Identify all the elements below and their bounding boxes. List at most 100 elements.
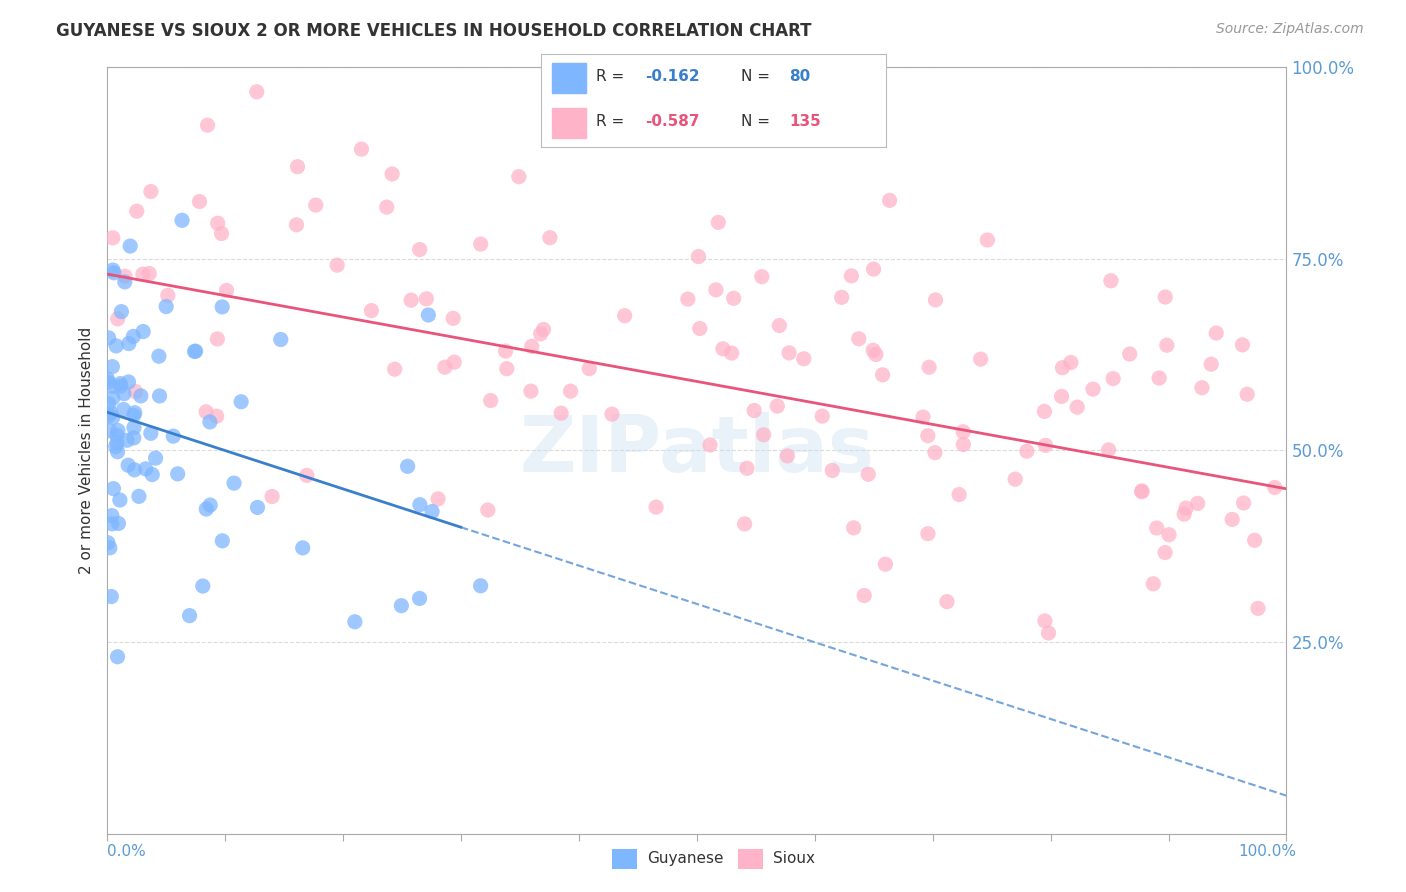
Point <box>1015 444 1038 458</box>
Point <box>124 463 146 477</box>
Point <box>917 526 939 541</box>
Point <box>101 263 124 277</box>
Point <box>853 589 876 603</box>
Point <box>97 535 120 549</box>
Point <box>205 409 228 424</box>
Point <box>170 213 193 227</box>
Point <box>711 342 734 356</box>
Point <box>578 361 600 376</box>
Point <box>122 329 145 343</box>
Point <box>1004 472 1026 486</box>
Bar <box>551 108 586 138</box>
Point <box>198 498 221 512</box>
Point <box>560 384 582 399</box>
Point <box>375 200 398 214</box>
Point <box>1154 545 1177 559</box>
Point <box>114 269 136 284</box>
Point <box>135 462 157 476</box>
Point <box>1146 521 1168 535</box>
Point <box>751 269 773 284</box>
Point <box>1130 483 1153 498</box>
Point <box>350 142 373 156</box>
Point <box>875 558 897 572</box>
Point <box>479 393 502 408</box>
Text: N =: N = <box>741 114 775 129</box>
Point <box>97 409 120 423</box>
Point <box>699 438 721 452</box>
Text: N =: N = <box>741 70 775 85</box>
Point <box>112 386 135 401</box>
Text: R =: R = <box>596 70 630 85</box>
Point <box>100 406 122 420</box>
Point <box>918 360 941 375</box>
Point <box>811 409 834 423</box>
Point <box>389 599 412 613</box>
Point <box>166 467 188 481</box>
Text: GUYANESE VS SIOUX 2 OR MORE VEHICLES IN HOUSEHOLD CORRELATION CHART: GUYANESE VS SIOUX 2 OR MORE VEHICLES IN … <box>56 22 811 40</box>
Point <box>105 436 128 450</box>
Point <box>1060 355 1083 369</box>
Point <box>120 239 142 253</box>
Point <box>179 608 201 623</box>
Point <box>688 250 710 264</box>
Point <box>207 216 229 230</box>
Point <box>195 405 218 419</box>
Point <box>107 424 129 438</box>
Point <box>399 293 422 308</box>
Point <box>148 349 170 363</box>
Point <box>101 391 124 405</box>
Point <box>198 415 221 429</box>
Point <box>326 258 349 272</box>
Point <box>952 425 974 439</box>
Point <box>776 449 799 463</box>
Point <box>443 355 465 369</box>
Point <box>107 311 129 326</box>
Point <box>735 461 758 475</box>
Point <box>1220 512 1243 526</box>
Text: Source: ZipAtlas.com: Source: ZipAtlas.com <box>1216 22 1364 37</box>
Point <box>613 309 636 323</box>
Point <box>156 288 179 302</box>
Point <box>101 231 124 245</box>
Point <box>128 489 150 503</box>
Point <box>98 541 121 555</box>
Point <box>122 409 145 423</box>
Text: 80: 80 <box>789 70 811 85</box>
Point <box>107 444 129 458</box>
Point <box>1118 347 1140 361</box>
Point <box>115 434 138 448</box>
Point <box>865 347 887 361</box>
Point <box>766 399 789 413</box>
Point <box>707 215 730 229</box>
Point <box>246 500 269 515</box>
Point <box>1236 387 1258 401</box>
Point <box>211 300 233 314</box>
Point <box>105 428 128 442</box>
Point <box>100 590 122 604</box>
Point <box>101 359 124 374</box>
Point <box>1154 290 1177 304</box>
Point <box>1142 576 1164 591</box>
Point <box>101 410 124 425</box>
Point <box>1205 326 1227 340</box>
Point <box>195 502 218 516</box>
Point <box>645 500 668 515</box>
Point <box>105 339 128 353</box>
Point <box>1081 382 1104 396</box>
Point <box>117 375 139 389</box>
Point <box>862 262 884 277</box>
Point <box>101 508 124 523</box>
Point <box>104 440 127 454</box>
Point <box>211 533 233 548</box>
Point <box>262 490 284 504</box>
Point <box>222 476 245 491</box>
Text: ZIPatlas: ZIPatlas <box>519 412 875 489</box>
Point <box>793 351 815 366</box>
Point <box>98 424 121 438</box>
Point <box>97 397 120 411</box>
Point <box>229 394 252 409</box>
Point <box>676 292 699 306</box>
Point <box>976 233 998 247</box>
Point <box>1066 400 1088 414</box>
Point <box>1050 389 1073 403</box>
